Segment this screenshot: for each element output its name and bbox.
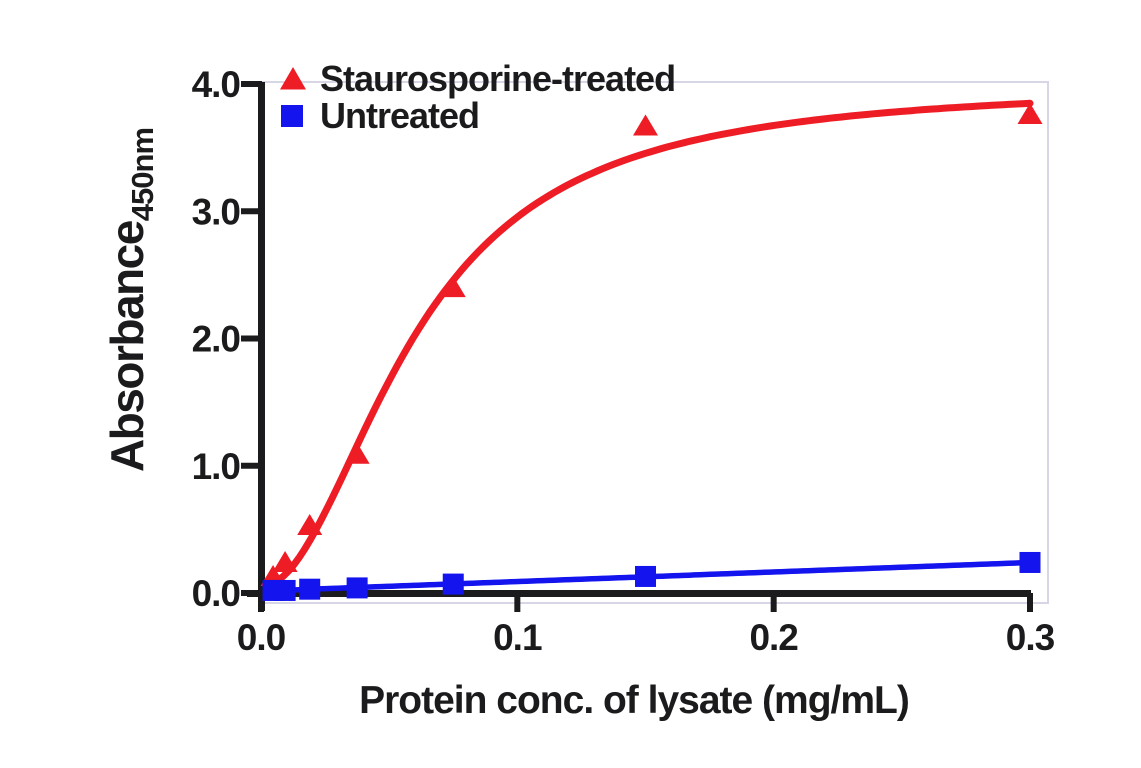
y-tick-label: 1.0 — [192, 446, 241, 487]
x-tick-label: 0.3 — [1006, 617, 1055, 658]
data-point-square — [274, 579, 296, 601]
y-tick-label: 4.0 — [192, 64, 241, 105]
legend: Staurosporine-treated Untreated — [280, 58, 676, 136]
y-axis-title-subscript: 450nm — [125, 128, 160, 221]
legend-label-untreated: Untreated — [320, 95, 479, 136]
data-point-square — [1019, 551, 1041, 573]
x-tick-label: 0.1 — [493, 617, 542, 658]
legend-marker-triangle-icon — [280, 67, 306, 90]
y-tick-label: 0.0 — [192, 573, 241, 614]
y-tick-label: 3.0 — [192, 191, 241, 232]
data-point-triangle — [1017, 103, 1043, 125]
legend-label-staurosporine: Staurosporine-treated — [320, 58, 675, 99]
data-point-triangle — [633, 114, 658, 136]
data-point-triangle — [344, 442, 370, 464]
data-point-square — [442, 573, 464, 595]
plot-area: 0.0 1.0 2.0 3.0 4.0 0.0 0.1 0.2 0.3 — [192, 64, 1056, 658]
fit-curve-staurosporine — [269, 99, 1034, 588]
legend-marker-square-icon — [281, 105, 303, 127]
y-axis-title: Absorbance450nm — [101, 128, 160, 472]
x-axis-title: Protein conc. of lysate (mg/mL) — [359, 679, 909, 722]
plot-frame — [261, 81, 1049, 604]
data-point-triangle — [440, 276, 466, 298]
data-point-square — [635, 565, 656, 587]
data-point-square — [299, 578, 321, 600]
x-tick-label: 0.0 — [237, 617, 286, 658]
data-point-square — [346, 577, 368, 599]
y-tick-label: 2.0 — [192, 319, 241, 360]
x-tick-label: 0.2 — [749, 617, 798, 658]
y-axis-title-main: Absorbance — [101, 220, 153, 472]
data-point-triangle — [272, 550, 298, 572]
data-point-triangle — [297, 514, 323, 536]
